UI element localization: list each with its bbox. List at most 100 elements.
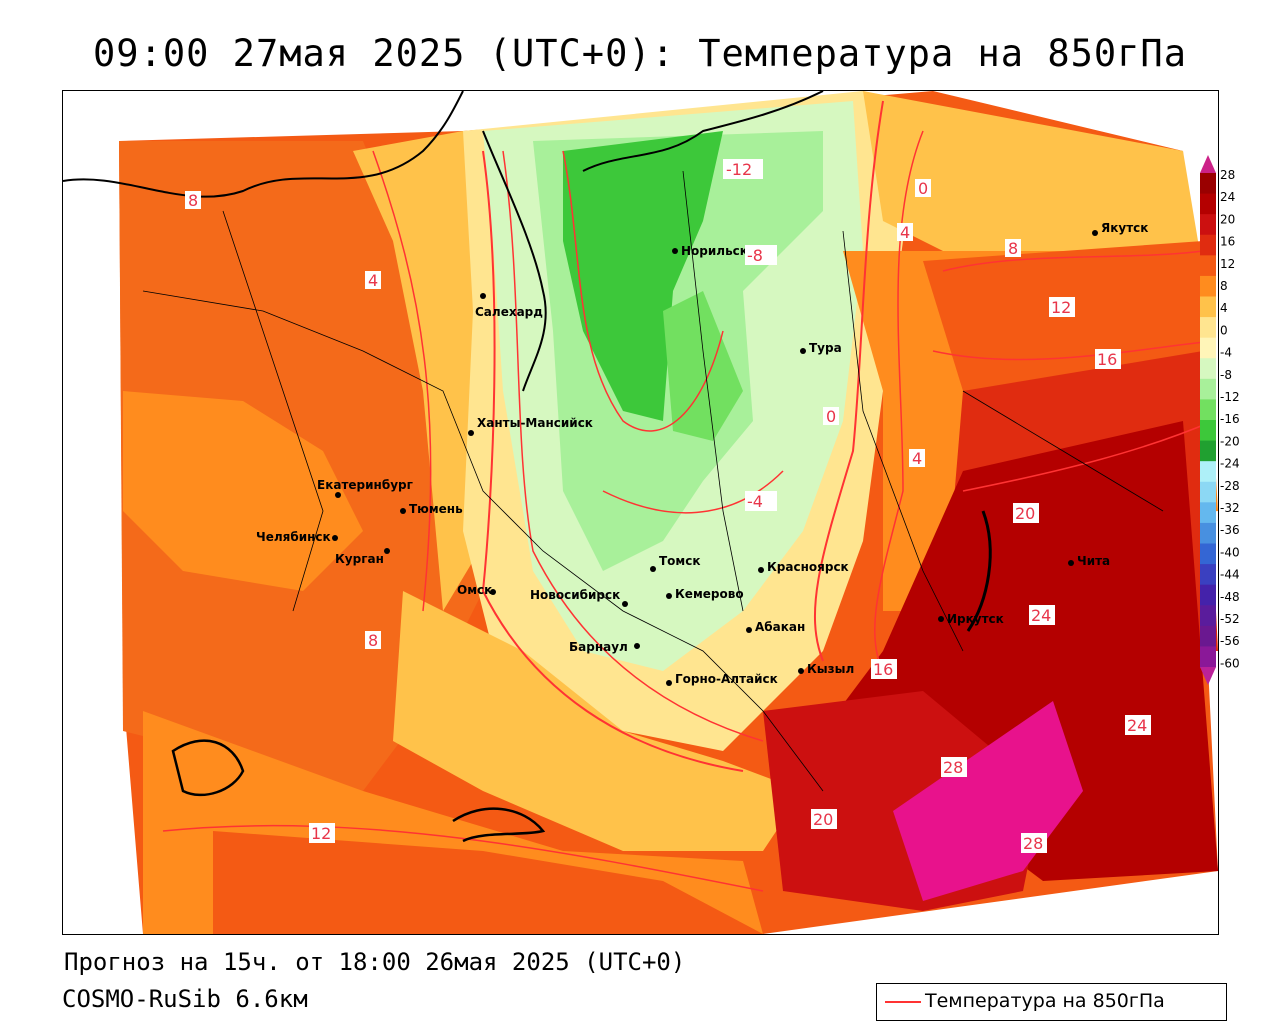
svg-text:16: 16: [873, 660, 893, 679]
svg-text:8: 8: [188, 191, 198, 210]
colorbar-cell: [1200, 317, 1216, 339]
svg-text:Норильск: Норильск: [681, 244, 748, 258]
map-legend: Температура на 850гПа: [876, 983, 1227, 1021]
svg-text:4: 4: [912, 449, 922, 468]
colorbar-tick-label: 4: [1220, 301, 1228, 315]
city-barnaul: Барнаул: [569, 640, 640, 654]
city-novosibirsk: Новосибирск: [530, 588, 628, 607]
legend-line-swatch: [885, 1001, 921, 1003]
map-canvas: Салехард Норильск Тура Якутск Ханты-Манс…: [63, 91, 1218, 934]
city-kemerovo: Кемерово: [666, 587, 744, 601]
colorbar-cell: [1200, 358, 1216, 380]
temperature-colorbar: 28 24 20 16 12 8 4 0 -4 -8 -12 -16 -20 -24 -28 -32 -36 -4…: [1200, 155, 1240, 685]
svg-text:-12: -12: [726, 160, 752, 179]
colorbar-tick-label: -12: [1220, 390, 1240, 404]
city-chelyabinsk: Челябинск: [256, 530, 338, 544]
city-abakan: Абакан: [746, 620, 805, 634]
svg-text:0: 0: [826, 407, 836, 426]
city-krasnoyarsk: Красноярск: [758, 560, 849, 574]
colorbar-tick-label: -28: [1220, 479, 1240, 493]
colorbar-cell: [1200, 502, 1216, 524]
colorbar-cell: [1200, 440, 1216, 462]
temperature-map[interactable]: Салехард Норильск Тура Якутск Ханты-Манс…: [62, 90, 1219, 935]
svg-text:Омск: Омск: [457, 583, 492, 597]
colorbar-cells: [1200, 173, 1216, 668]
city-tyumen: Тюмень: [400, 502, 463, 516]
colorbar-tick-label: -40: [1220, 545, 1240, 559]
svg-text:Челябинск: Челябинск: [256, 530, 331, 544]
model-name: COSMO-RuSib 6.6км: [62, 985, 308, 1013]
admin-border: [682, 170, 744, 612]
isotherm-line: [932, 340, 1214, 361]
svg-text:28: 28: [943, 758, 963, 777]
colorbar-tick-label: 28: [1220, 168, 1235, 182]
colorbar-tick-label: -4: [1220, 346, 1232, 360]
svg-text:Якутск: Якутск: [1101, 221, 1148, 235]
svg-text:4: 4: [368, 271, 378, 290]
zone-east-yellow: [863, 91, 1203, 271]
caspian-aral: [171, 739, 245, 797]
city-chita: Чита: [1068, 554, 1110, 568]
colorbar-cell: [1200, 399, 1216, 421]
svg-text:20: 20: [813, 810, 833, 829]
colorbar-tick-label: -20: [1220, 434, 1240, 448]
isotherm-line: [873, 130, 924, 672]
svg-text:8: 8: [368, 631, 378, 650]
svg-text:16: 16: [1097, 350, 1117, 369]
svg-text:8: 8: [1008, 239, 1018, 258]
colorbar-tick-label: -32: [1220, 501, 1240, 515]
colorbar-cell: [1200, 461, 1216, 483]
svg-text:Екатеринбург: Екатеринбург: [317, 478, 413, 492]
svg-text:Ханты-Мансийск: Ханты-Мансийск: [477, 416, 593, 430]
colorbar-cell: [1200, 378, 1216, 400]
zone-south-yellow: [393, 591, 803, 851]
svg-text:Томск: Томск: [659, 554, 701, 568]
city-omsk: Омск: [457, 583, 496, 597]
colorbar-cell: [1200, 214, 1216, 236]
city-norilsk: Норильск: [672, 244, 748, 258]
colorbar-tick-label: -44: [1220, 568, 1240, 582]
colorbar-tick-label: -16: [1220, 412, 1240, 426]
svg-text:Салехард: Салехард: [475, 305, 543, 319]
svg-text:24: 24: [1127, 716, 1147, 735]
svg-text:12: 12: [1051, 298, 1071, 317]
colorbar-tick-label: 8: [1220, 279, 1228, 293]
legend-label: Температура на 850гПа: [925, 990, 1165, 1012]
colorbar-tick-label: 24: [1220, 190, 1235, 204]
city-tomsk: Томск: [650, 554, 701, 572]
city-salekhard: Салехард: [475, 293, 543, 319]
colorbar-cell: [1200, 255, 1216, 277]
colorbar-cell: [1200, 625, 1216, 647]
svg-text:-8: -8: [747, 246, 763, 265]
svg-text:Тюмень: Тюмень: [409, 502, 463, 516]
colorbar-cell: [1200, 564, 1216, 586]
colorbar-cell: [1200, 193, 1216, 215]
svg-text:Горно-Алтайск: Горно-Алтайск: [675, 672, 778, 686]
svg-text:Кемерово: Кемерово: [675, 587, 744, 601]
zone-south-red: [213, 831, 763, 934]
colorbar-cell: [1200, 481, 1216, 503]
colorbar-tick-label: -48: [1220, 590, 1240, 604]
svg-text:-4: -4: [747, 492, 763, 511]
isotherm-labels: 8 4 -12 -8 0 4 8 12 16 20 24 28 -4 0 4 8…: [185, 159, 1151, 853]
colorbar-cell: [1200, 337, 1216, 359]
coastline: [482, 130, 547, 392]
svg-text:Кызыл: Кызыл: [807, 662, 854, 676]
isotherm-line: [481, 150, 744, 772]
city-kyzyl: Кызыл: [798, 662, 854, 676]
map-title: 09:00 27мая 2025 (UTC+0): Температура на…: [93, 32, 1187, 75]
admin-border: [222, 210, 324, 612]
isotherm-line: [162, 824, 764, 892]
svg-text:20: 20: [1015, 504, 1035, 523]
colorbar-tick-label: 12: [1220, 257, 1235, 271]
svg-text:4: 4: [900, 223, 910, 242]
isotherm-line: [372, 150, 432, 612]
zone-dark-green: [563, 131, 723, 421]
colorbar-cell: [1200, 543, 1216, 565]
colorbar-tick-label: -60: [1220, 656, 1240, 670]
svg-text:Иркутск: Иркутск: [947, 612, 1004, 626]
zone-mid-green: [663, 291, 743, 441]
colorbar-bottom-arrow: [1200, 667, 1216, 685]
svg-text:Курган: Курган: [335, 552, 384, 566]
city-kurgan: Курган: [335, 548, 390, 566]
